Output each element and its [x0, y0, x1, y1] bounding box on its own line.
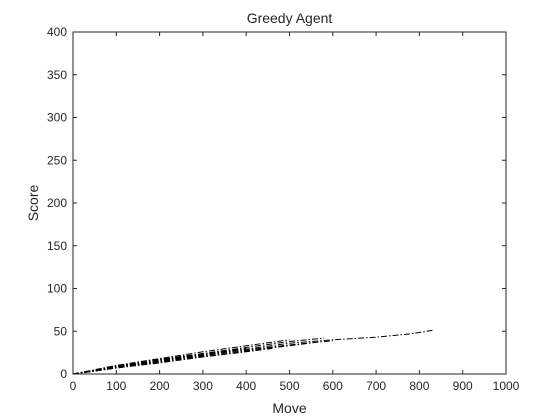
series-line-9	[72, 354, 190, 375]
y-axis-label: Score	[25, 185, 41, 222]
y-tick-label: 350	[47, 68, 67, 82]
y-tick-label: 300	[47, 111, 67, 125]
x-tick-label: 1000	[493, 379, 520, 393]
x-tick-label: 600	[323, 379, 343, 393]
y-tick-label: 0	[60, 367, 67, 381]
x-axis: 0 100 200 300 400 500 600 700 800 900 1000	[70, 32, 520, 393]
x-tick-label: 0	[70, 379, 77, 393]
y-tick-label: 100	[47, 282, 67, 296]
y-axis: 0 50 100 150 200 250 300 350 400	[47, 25, 506, 381]
series-line-10	[72, 358, 182, 375]
y-tick-label: 250	[47, 153, 67, 167]
series-line-8	[72, 352, 225, 375]
x-tick-label: 700	[366, 379, 386, 393]
x-tick-label: 200	[150, 379, 170, 393]
y-tick-label: 150	[47, 239, 67, 253]
x-tick-label: 800	[409, 379, 429, 393]
x-tick-label: 100	[106, 379, 126, 393]
series-layer	[72, 329, 433, 375]
x-tick-label: 500	[279, 379, 299, 393]
y-tick-label: 200	[47, 196, 67, 210]
x-tick-label: 400	[236, 379, 256, 393]
y-tick-label: 50	[54, 324, 68, 338]
plot-area	[73, 32, 506, 374]
x-tick-label: 300	[193, 379, 213, 393]
x-tick-label: 900	[453, 379, 473, 393]
series-line-5	[72, 339, 290, 375]
chart-title: Greedy Agent	[247, 10, 333, 26]
x-axis-label: Move	[272, 400, 306, 416]
series-line-16	[72, 370, 95, 375]
y-tick-label: 400	[47, 25, 67, 39]
